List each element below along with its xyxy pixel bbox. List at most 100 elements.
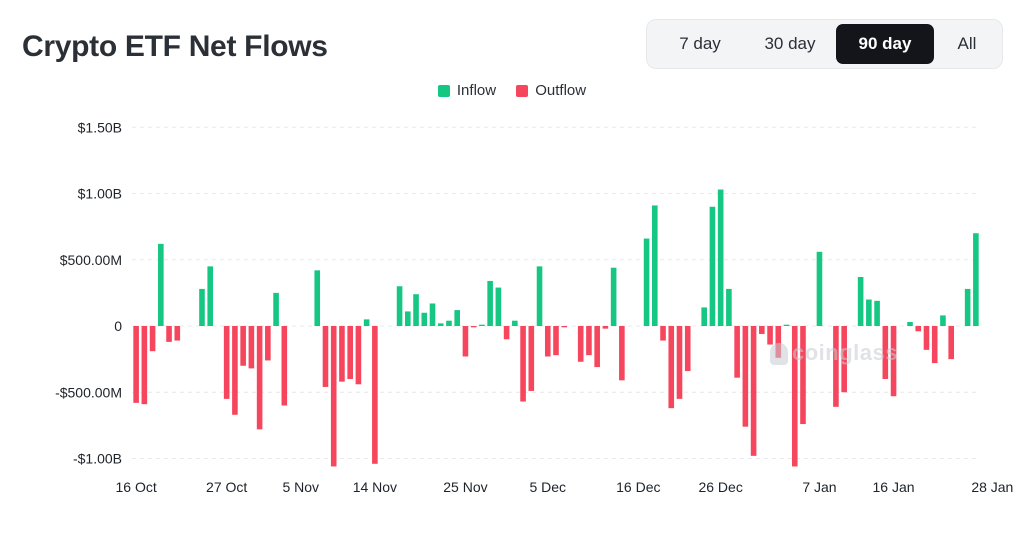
inflow-bar bbox=[652, 205, 658, 326]
outflow-bar bbox=[174, 326, 180, 341]
outflow-bar bbox=[133, 326, 139, 403]
outflow-bar bbox=[743, 326, 749, 427]
inflow-bar bbox=[496, 288, 502, 326]
inflow-bar bbox=[397, 286, 403, 326]
inflow-bar bbox=[644, 239, 650, 326]
outflow-bar bbox=[520, 326, 526, 402]
inflow-bar bbox=[858, 277, 864, 326]
inflow-bar bbox=[207, 266, 213, 326]
inflow-bar bbox=[512, 321, 518, 326]
inflow-bar bbox=[364, 319, 370, 326]
inflow-bar bbox=[479, 325, 485, 326]
outflow-bar bbox=[924, 326, 930, 350]
coinglass-logo-icon bbox=[770, 343, 788, 365]
inflow-bar bbox=[430, 303, 436, 326]
inflow-bar bbox=[405, 311, 411, 326]
outflow-bar bbox=[759, 326, 765, 334]
outflow-bar bbox=[504, 326, 510, 339]
outflow-bar bbox=[915, 326, 921, 331]
x-tick-label: 16 Oct bbox=[115, 479, 156, 495]
outflow-bar bbox=[619, 326, 625, 380]
inflow-bar bbox=[940, 315, 946, 326]
inflow-bar bbox=[314, 270, 320, 326]
x-tick-label: 14 Nov bbox=[353, 479, 397, 495]
inflow-bar bbox=[973, 233, 979, 326]
outflow-bar bbox=[372, 326, 378, 464]
outflow-bar bbox=[586, 326, 592, 355]
inflow-bar bbox=[718, 190, 724, 326]
outflow-bar bbox=[265, 326, 271, 360]
x-tick-label: 25 Nov bbox=[443, 479, 487, 495]
inflow-bar bbox=[784, 325, 790, 326]
inflow-bar bbox=[421, 313, 427, 326]
x-tick-label: 28 Jan bbox=[971, 479, 1013, 495]
outflow-bar bbox=[232, 326, 238, 415]
outflow-bar bbox=[142, 326, 148, 404]
outflow-bar bbox=[463, 326, 469, 356]
inflow-bar bbox=[907, 322, 913, 326]
outflow-bar bbox=[594, 326, 600, 367]
x-tick-label: 5 Nov bbox=[282, 479, 319, 495]
outflow-bar bbox=[282, 326, 288, 406]
outflow-bar bbox=[257, 326, 263, 429]
outflow-bar bbox=[578, 326, 584, 362]
y-tick-label: $1.50B bbox=[78, 119, 122, 135]
outflow-bar bbox=[224, 326, 230, 399]
y-tick-label: $1.00B bbox=[78, 186, 122, 202]
inflow-bar bbox=[273, 293, 279, 326]
outflow-bar bbox=[339, 326, 345, 382]
outflow-bar bbox=[166, 326, 172, 342]
x-tick-label: 26 Dec bbox=[698, 479, 742, 495]
outflow-bar bbox=[356, 326, 362, 384]
outflow-bar bbox=[347, 326, 353, 379]
outflow-bar bbox=[734, 326, 740, 378]
outflow-bar bbox=[323, 326, 329, 387]
outflow-bar bbox=[685, 326, 691, 371]
inflow-bar bbox=[710, 207, 716, 326]
outflow-bar bbox=[660, 326, 666, 341]
outflow-bar bbox=[150, 326, 156, 351]
y-tick-label: -$1.00B bbox=[73, 451, 122, 467]
y-tick-label: 0 bbox=[114, 318, 122, 334]
outflow-bar bbox=[668, 326, 674, 408]
outflow-bar bbox=[471, 326, 477, 327]
inflow-bar bbox=[158, 244, 164, 326]
outflow-bar bbox=[553, 326, 559, 355]
inflow-bar bbox=[965, 289, 971, 326]
x-tick-label: 7 Jan bbox=[802, 479, 836, 495]
inflow-bar bbox=[487, 281, 493, 326]
outflow-bar bbox=[545, 326, 551, 356]
x-tick-label: 5 Dec bbox=[529, 479, 566, 495]
x-tick-label: 16 Jan bbox=[873, 479, 915, 495]
y-tick-label: $500.00M bbox=[60, 252, 122, 268]
inflow-bar bbox=[413, 294, 419, 326]
watermark-text: coinglass bbox=[792, 340, 898, 365]
outflow-bar bbox=[529, 326, 535, 391]
outflow-bar bbox=[932, 326, 938, 363]
outflow-bar bbox=[249, 326, 255, 368]
x-tick-label: 16 Dec bbox=[616, 479, 660, 495]
inflow-bar bbox=[701, 307, 707, 326]
outflow-bar bbox=[751, 326, 757, 456]
inflow-bar bbox=[726, 289, 732, 326]
outflow-bar bbox=[833, 326, 839, 407]
inflow-bar bbox=[611, 268, 617, 326]
y-tick-label: -$500.00M bbox=[55, 384, 122, 400]
outflow-bar bbox=[603, 326, 609, 329]
inflow-bar bbox=[817, 252, 823, 326]
inflow-bar bbox=[199, 289, 205, 326]
outflow-bar bbox=[948, 326, 954, 359]
inflow-bar bbox=[438, 323, 444, 326]
watermark: coinglass bbox=[770, 340, 898, 366]
x-tick-label: 27 Oct bbox=[206, 479, 247, 495]
inflow-bar bbox=[866, 300, 872, 327]
outflow-bar bbox=[677, 326, 683, 399]
inflow-bar bbox=[446, 321, 452, 326]
inflow-bar bbox=[874, 301, 880, 326]
inflow-bar bbox=[454, 310, 460, 326]
outflow-bar bbox=[331, 326, 337, 466]
inflow-bar bbox=[537, 266, 543, 326]
outflow-bar bbox=[561, 326, 567, 327]
outflow-bar bbox=[240, 326, 246, 366]
